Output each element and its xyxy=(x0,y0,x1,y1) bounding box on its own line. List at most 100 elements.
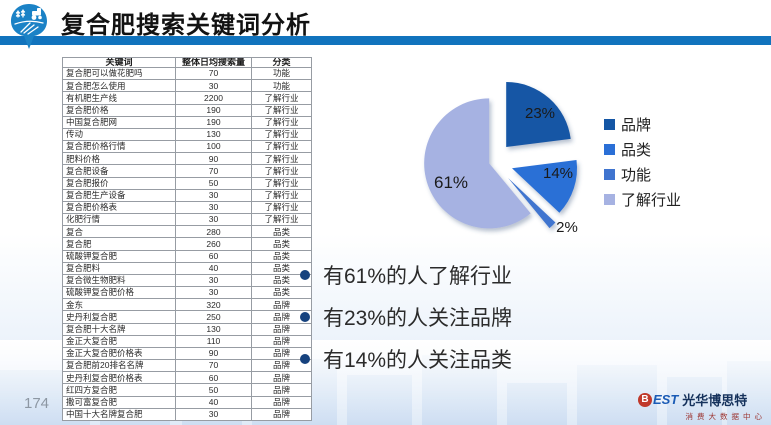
category-cell: 品类 xyxy=(251,273,312,288)
table-row: 复合 280 品类 xyxy=(62,225,312,239)
table-row: 传动 130 了解行业 xyxy=(62,127,312,142)
insight-bullet: 有23%的人关注品牌 xyxy=(300,302,512,332)
page-number: 174 xyxy=(24,395,50,412)
pie-slice-功能 xyxy=(508,178,556,229)
category-cell: 品牌 xyxy=(251,322,312,336)
column-header: 关键词 xyxy=(62,57,176,68)
table-row: 金东 320 品牌 xyxy=(62,298,312,312)
search-volume-cell: 30 xyxy=(175,188,252,202)
legend-label: 品类 xyxy=(621,142,652,159)
table-row: 化肥行情 30 了解行业 xyxy=(62,213,312,227)
category-cell: 了解行业 xyxy=(251,127,312,142)
pie-chart: 23% 14% 2% 61% xyxy=(424,82,578,236)
category-cell: 了解行业 xyxy=(251,103,312,117)
keyword-cell: 复合 xyxy=(62,225,176,239)
search-volume-cell: 40 xyxy=(175,395,252,409)
table-row: 中国复合肥网 190 了解行业 xyxy=(62,115,312,129)
search-volume-cell: 110 xyxy=(175,334,252,348)
pie-slice-了解行业 xyxy=(424,98,531,229)
category-cell: 品类 xyxy=(251,249,312,263)
table-row: 复合肥十大名牌 130 品牌 xyxy=(62,322,312,336)
category-cell: 品牌 xyxy=(251,407,312,422)
category-cell: 功能 xyxy=(251,79,312,93)
table-row: 复合肥价格表 30 了解行业 xyxy=(62,200,312,215)
category-cell: 了解行业 xyxy=(251,164,312,178)
keyword-cell: 化肥行情 xyxy=(62,213,176,227)
table-row: 复合肥设备 70 了解行业 xyxy=(62,164,312,178)
table-row: 复合肥前20排名名牌 70 品牌 xyxy=(62,359,312,373)
table-row: 复合肥可以做花肥吗 70 功能 xyxy=(62,66,312,81)
category-cell: 品类 xyxy=(251,237,312,251)
best-logo-subtitle: 消费大数据中心 xyxy=(685,412,766,421)
table-row: 撒可富复合肥 40 品牌 xyxy=(62,395,312,409)
legend-swatch-icon xyxy=(604,119,615,130)
search-volume-cell: 70 xyxy=(175,359,252,373)
keyword-cell: 中国复合肥网 xyxy=(62,115,176,129)
category-cell: 功能 xyxy=(251,66,312,81)
table-row: 复合微生物肥料 30 品类 xyxy=(62,273,312,288)
keyword-cell: 红四方复合肥 xyxy=(62,383,176,397)
category-cell: 品牌 xyxy=(251,346,312,361)
search-volume-cell: 60 xyxy=(175,371,252,385)
category-cell: 品牌 xyxy=(251,334,312,348)
best-logo-b-icon: B xyxy=(638,392,652,407)
search-volume-cell: 190 xyxy=(175,115,252,129)
insight-bullet: 有14%的人关注品类 xyxy=(300,344,512,374)
table-row: 复合肥 260 品类 xyxy=(62,237,312,251)
pie-data-label: 14% xyxy=(543,165,573,182)
search-volume-cell: 90 xyxy=(175,152,252,166)
keyword-table: 关键词 整体日均搜索量 分类 复合肥可以做花肥吗 70 功能 复合肥怎么使用 30 功能 有机肥… xyxy=(62,57,312,422)
table-row: 金正大复合肥 110 品牌 xyxy=(62,334,312,348)
keyword-cell: 硫酸钾复合肥价格 xyxy=(62,286,176,300)
insight-text: 有61%的人了解行业 xyxy=(323,265,513,288)
search-volume-cell: 30 xyxy=(175,200,252,215)
page-title: 复合肥搜索关键词分析 xyxy=(61,12,311,39)
bullet-dot-icon xyxy=(300,270,310,280)
table-header-row: 关键词 整体日均搜索量 分类 xyxy=(62,57,312,68)
best-logo: B EST 光华博思特 消费大数据中心 xyxy=(638,390,766,422)
category-cell: 品类 xyxy=(251,261,312,275)
table-row: 史丹利复合肥价格表 60 品牌 xyxy=(62,371,312,385)
insight-bullet: 有61%的人了解行业 xyxy=(300,260,512,290)
keyword-cell: 史丹利复合肥价格表 xyxy=(62,371,176,385)
keyword-cell: 金正大复合肥 xyxy=(62,334,176,348)
legend-item: 品牌 xyxy=(604,112,681,137)
keyword-cell: 复合肥可以做花肥吗 xyxy=(62,66,176,81)
keyword-cell: 复合肥生产设备 xyxy=(62,188,176,202)
keyword-cell: 有机肥生产线 xyxy=(62,91,176,105)
legend-swatch-icon xyxy=(604,169,615,180)
table-row: 复合肥生产设备 30 了解行业 xyxy=(62,188,312,202)
search-volume-cell: 50 xyxy=(175,176,252,190)
keyword-cell: 复合肥报价 xyxy=(62,176,176,190)
keyword-cell: 金东 xyxy=(62,298,176,312)
search-volume-cell: 30 xyxy=(175,286,252,300)
keyword-cell: 复合肥 xyxy=(62,237,176,251)
category-cell: 品牌 xyxy=(251,395,312,409)
table-row: 硫酸钾复合肥价格 30 品类 xyxy=(62,286,312,300)
keyword-cell: 传动 xyxy=(62,127,176,142)
category-cell: 了解行业 xyxy=(251,213,312,227)
table-row: 复合肥料 40 品类 xyxy=(62,261,312,275)
legend-label: 品牌 xyxy=(621,117,652,134)
table-row: 复合肥怎么使用 30 功能 xyxy=(62,79,312,93)
legend-item: 品类 xyxy=(604,137,681,162)
keyword-cell: 复合肥怎么使用 xyxy=(62,79,176,93)
search-volume-cell: 30 xyxy=(175,213,252,227)
keyword-cell: 金正大复合肥价格表 xyxy=(62,346,176,361)
category-cell: 品类 xyxy=(251,225,312,239)
search-volume-cell: 130 xyxy=(175,127,252,142)
best-logo-name: 光华博思特 xyxy=(682,393,748,408)
category-cell: 品牌 xyxy=(251,383,312,397)
search-volume-cell: 40 xyxy=(175,261,252,275)
keyword-cell: 复合肥价格 xyxy=(62,103,176,117)
category-cell: 品牌 xyxy=(251,310,312,324)
keyword-cell: 复合肥价格行情 xyxy=(62,140,176,154)
category-cell: 了解行业 xyxy=(251,188,312,202)
pie-data-label: 2% xyxy=(556,219,578,236)
insight-bullets: 有61%的人了解行业有23%的人关注品牌 有14%的人关注品类 xyxy=(300,260,512,386)
header-divider-bar xyxy=(0,36,771,45)
category-cell: 了解行业 xyxy=(251,91,312,105)
table-row: 红四方复合肥 50 品牌 xyxy=(62,383,312,397)
column-header: 分类 xyxy=(251,57,312,68)
keyword-cell: 复合肥设备 xyxy=(62,164,176,178)
